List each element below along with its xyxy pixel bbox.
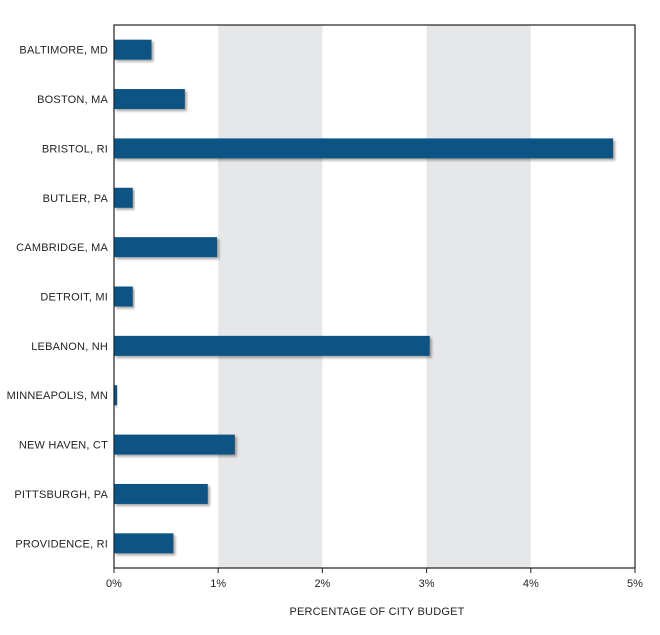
bar	[114, 138, 614, 159]
x-axis-ticks: 0% 1% 2% 3% 4% 5%	[106, 568, 643, 590]
category-label: PITTSBURGH, PA	[14, 489, 108, 501]
bar	[114, 39, 152, 60]
x-tick-label: 5%	[627, 578, 643, 590]
grid-band	[218, 25, 323, 568]
bar	[114, 385, 118, 406]
bar	[114, 434, 235, 455]
category-label: MINNEAPOLIS, MN	[7, 390, 108, 402]
bar	[114, 335, 430, 356]
bar	[114, 533, 174, 554]
category-label: NEW HAVEN, CT	[19, 440, 108, 452]
plot-frame	[113, 24, 636, 569]
grid-bands	[218, 25, 531, 568]
bar	[114, 89, 185, 110]
category-label: DETROIT, MI	[40, 292, 108, 304]
bar	[114, 187, 133, 208]
bar	[114, 237, 218, 258]
category-label: CAMBRIDGE, MA	[16, 242, 108, 254]
bar	[114, 286, 133, 307]
x-axis-title: PERCENTAGE OF CITY BUDGET	[289, 606, 464, 618]
bars	[114, 39, 614, 554]
category-label: LEBANON, NH	[31, 341, 108, 353]
category-labels: BALTIMORE, MD BOSTON, MA BRISTOL, RI BUTLER…	[7, 45, 109, 551]
plot-border	[113, 24, 636, 569]
category-label: BOSTON, MA	[37, 94, 108, 106]
bar	[114, 483, 208, 504]
category-label: BRISTOL, RI	[42, 143, 108, 155]
category-label: PROVIDENCE, RI	[15, 538, 108, 550]
category-label: BALTIMORE, MD	[19, 45, 108, 57]
x-tick-label: 4%	[523, 578, 539, 590]
category-label: BUTLER, PA	[43, 193, 109, 205]
x-tick-label: 1%	[210, 578, 226, 590]
grid-band	[426, 25, 531, 568]
x-tick-label: 3%	[419, 578, 435, 590]
x-tick-label: 2%	[314, 578, 330, 590]
x-tick-label: 0%	[106, 578, 122, 590]
